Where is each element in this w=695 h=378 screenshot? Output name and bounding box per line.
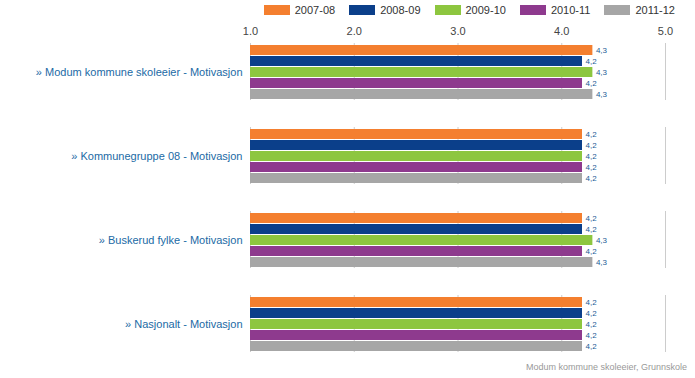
- svg-text:1.0: 1.0: [243, 25, 258, 37]
- svg-text:» Nasjonalt - Motivasjon: » Nasjonalt - Motivasjon: [125, 318, 242, 330]
- svg-text:4,2: 4,2: [586, 342, 598, 351]
- svg-text:4,2: 4,2: [586, 298, 598, 307]
- html-text:2007-08: 2007-08: [294, 4, 336, 16]
- svg-text:3.0: 3.0: [450, 25, 465, 37]
- html-text:2010-11: 2010-11: [550, 4, 591, 16]
- svg-text:4,2: 4,2: [586, 130, 598, 139]
- svg-text:4,2: 4,2: [586, 152, 598, 161]
- svg-text:4,2: 4,2: [586, 320, 598, 329]
- html-text:Modum kommune skoleeier, Grunn: Modum kommune skoleeier, Grunnskole: [525, 362, 687, 372]
- svg-text:4,2: 4,2: [586, 163, 598, 172]
- svg-text:4,2: 4,2: [586, 225, 598, 234]
- svg-text:4,2: 4,2: [586, 141, 598, 150]
- svg-text:» Kommunegruppe 08 - Motivasjo: » Kommunegruppe 08 - Motivasjon: [71, 150, 242, 162]
- html-text:2008-09: 2008-09: [380, 4, 421, 16]
- svg-text:4,3: 4,3: [596, 258, 608, 267]
- svg-text:4,2: 4,2: [586, 214, 598, 223]
- svg-text:4,2: 4,2: [586, 309, 598, 318]
- svg-text:4,2: 4,2: [586, 79, 598, 88]
- html-text:2009-10: 2009-10: [465, 4, 506, 16]
- svg-text:4,2: 4,2: [586, 57, 598, 66]
- svg-text:4,3: 4,3: [596, 68, 608, 77]
- svg-text:» Modum kommune skoleeier - Mo: » Modum kommune skoleeier - Motivasjon: [36, 66, 243, 78]
- svg-text:4,3: 4,3: [596, 46, 608, 55]
- svg-text:4.0: 4.0: [554, 25, 569, 37]
- svg-text:4,3: 4,3: [596, 236, 608, 245]
- svg-text:4,2: 4,2: [586, 174, 598, 183]
- svg-text:4,2: 4,2: [586, 247, 598, 256]
- svg-text:5.0: 5.0: [658, 25, 673, 37]
- svg-text:2.0: 2.0: [347, 25, 362, 37]
- html-text:2011-12: 2011-12: [635, 4, 675, 16]
- svg-text:4,2: 4,2: [586, 331, 598, 340]
- svg-text:» Buskerud fylke - Motivasjon: » Buskerud fylke - Motivasjon: [99, 234, 243, 246]
- svg-text:4,3: 4,3: [596, 90, 608, 99]
